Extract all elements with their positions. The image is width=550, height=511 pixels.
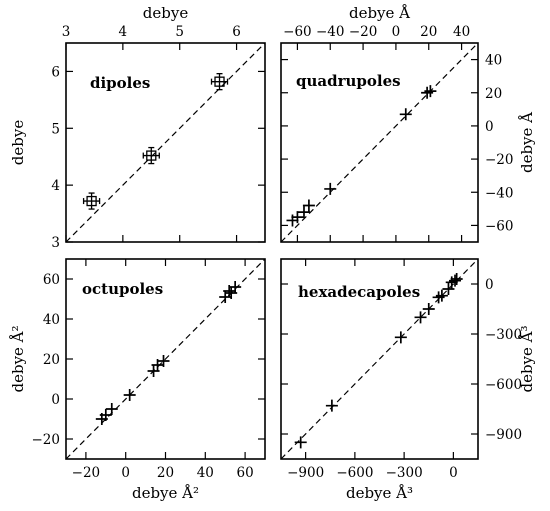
- data-point: [302, 199, 315, 212]
- y-tick-label: 3: [51, 235, 60, 251]
- x-tick-label: 40: [453, 24, 470, 40]
- data-point: [99, 409, 112, 421]
- data-point: [291, 211, 304, 224]
- y-axis-title: debye Å: [518, 112, 536, 173]
- panel-label-hexadecapoles: hexadecapoles: [298, 283, 420, 301]
- data-point: [424, 85, 437, 98]
- data-point: [432, 291, 445, 304]
- y-tick-label: −20: [32, 432, 61, 448]
- x-tick-label: 0: [449, 465, 458, 481]
- x-tick-label: 6: [232, 24, 241, 40]
- data-point: [123, 389, 136, 401]
- y-tick-label: 4: [51, 178, 60, 194]
- x-tick-label: 5: [175, 24, 184, 40]
- data-point: [422, 303, 435, 315]
- data-point: [294, 436, 307, 449]
- data-point: [325, 399, 338, 412]
- y-tick-label: 40: [43, 312, 60, 328]
- y-tick-label: 0: [485, 119, 494, 135]
- panel-label-dipoles: dipoles: [90, 74, 150, 92]
- x-tick-label: 20: [420, 24, 437, 40]
- y-tick-label: −900: [485, 427, 522, 443]
- data-point: [449, 274, 462, 287]
- reference-line-quadrupoles: [280, 42, 479, 243]
- y-tick-label: 20: [43, 352, 60, 368]
- data-point: [297, 206, 310, 219]
- data-point: [442, 283, 455, 295]
- x-tick-label: −600: [336, 465, 373, 481]
- data-point: [399, 108, 412, 121]
- data-point: [394, 331, 407, 344]
- x-tick-label: 0: [392, 24, 401, 40]
- data-point: [157, 355, 170, 367]
- data-point: [142, 146, 160, 165]
- data-point: [450, 273, 463, 285]
- data-point: [210, 73, 229, 91]
- data-point: [421, 86, 434, 99]
- x-tick-label: −40: [316, 24, 345, 40]
- plot-frame-quadrupoles: [280, 42, 479, 243]
- x-axis-title: debye Å²: [132, 484, 199, 502]
- x-tick-label: 40: [197, 465, 214, 481]
- y-tick-label: 40: [485, 53, 502, 69]
- panel-label-quadrupoles: quadrupoles: [296, 72, 401, 90]
- x-tick-label: −900: [287, 465, 324, 481]
- data-point: [229, 281, 242, 293]
- x-axis-title: debye Å: [349, 4, 410, 22]
- reference-line-dipoles: [65, 42, 266, 243]
- y-tick-label: −300: [485, 327, 522, 343]
- x-tick-label: −60: [283, 24, 312, 40]
- plot-frame-dipoles: [65, 42, 266, 243]
- y-tick-label: −40: [485, 185, 514, 201]
- x-tick-label: 20: [157, 465, 174, 481]
- y-axis-title: debye Å²: [9, 325, 27, 392]
- y-axis-title: debye: [9, 120, 27, 166]
- y-tick-label: 0: [485, 277, 494, 293]
- reference-line-hexadecapoles: [280, 258, 479, 460]
- data-point: [414, 311, 427, 324]
- y-axis-title: debye Å³: [518, 325, 536, 392]
- x-tick-label: 0: [121, 465, 130, 481]
- x-tick-label: −300: [386, 465, 423, 481]
- data-point: [435, 289, 448, 302]
- plot-frame-hexadecapoles: [280, 258, 479, 460]
- x-tick-label: 3: [62, 24, 71, 40]
- panel-label-octupoles: octupoles: [82, 280, 163, 298]
- data-point: [324, 182, 337, 195]
- y-tick-label: 60: [43, 272, 60, 288]
- y-tick-label: 20: [485, 86, 502, 102]
- x-tick-label: −20: [349, 24, 378, 40]
- y-tick-label: 6: [51, 64, 60, 80]
- y-tick-label: −60: [485, 218, 514, 234]
- y-tick-label: −600: [485, 377, 522, 393]
- x-tick-label: 60: [237, 465, 254, 481]
- y-tick-label: −20: [485, 152, 514, 168]
- data-point: [105, 403, 118, 415]
- x-tick-label: −20: [72, 465, 101, 481]
- x-axis-title: debye: [143, 4, 189, 22]
- y-tick-label: 5: [51, 121, 60, 137]
- y-tick-label: 0: [51, 392, 60, 408]
- x-axis-title: debye Å³: [346, 484, 413, 502]
- data-point: [82, 192, 101, 210]
- x-tick-label: 4: [119, 24, 128, 40]
